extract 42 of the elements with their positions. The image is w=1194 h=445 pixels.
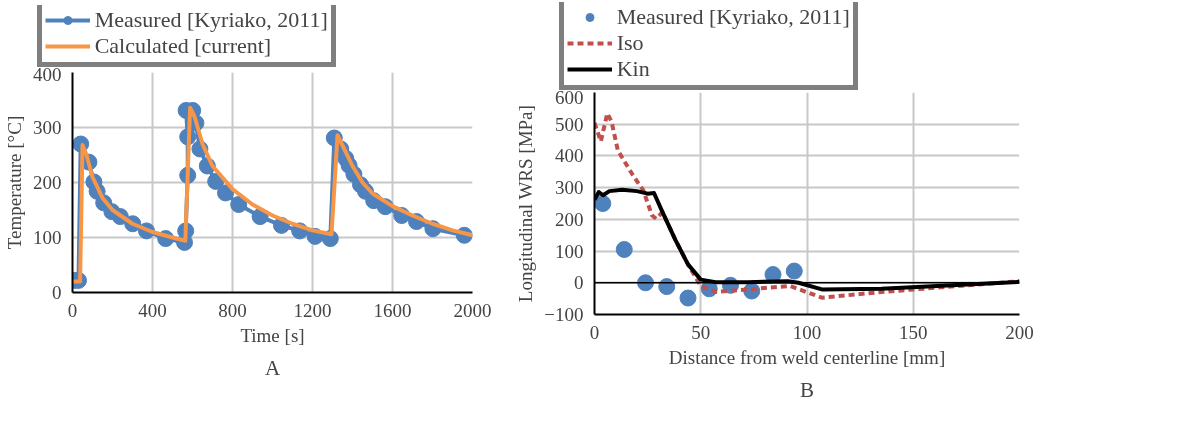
legend-label: Measured [Kyriako, 2011] [616,4,850,30]
y-tick-label: 200 [33,172,62,193]
x-tick-label: 0 [67,299,78,321]
x-tick-label: 50 [691,321,711,343]
point [679,289,697,307]
y-tick-label: 300 [555,177,584,199]
x-tick-label: 2000 [453,299,492,321]
y-axis-title: Temperature [°C] [4,115,25,250]
y-tick-label: 0 [574,272,584,294]
legend-label: Kin [616,56,650,82]
legend-label: Iso [616,30,644,56]
text: B [800,377,815,402]
x-tick-label: 200 [1005,321,1034,343]
y-tick-label: 600 [555,86,584,108]
x-tick-label: 0 [589,321,600,343]
line-series [594,111,1020,300]
y-tick-label: 200 [555,208,584,230]
y-tick-label: 300 [33,117,62,138]
y-tick-label: 100 [33,227,62,248]
x-axis-title: Time [s] [240,324,305,346]
point [217,184,234,202]
x-tick-label: 150 [899,321,928,343]
x-tick-label: 1200 [293,299,332,321]
y-tick-label: 400 [33,63,62,85]
point [594,195,612,212]
x-tick-label: 1600 [373,299,412,321]
y-tick-label: −100 [544,304,584,325]
point [230,196,248,213]
y-tick-label: 0 [52,282,62,303]
text: A [264,355,281,380]
y-axis-title: Longitudinal WRS [MPa] [515,105,537,303]
x-tick-label: 400 [138,299,167,321]
x-tick-label: 800 [218,299,247,321]
y-tick-label: 400 [555,145,584,167]
legend-label: Calculated [current] [94,33,272,59]
point [615,241,633,258]
x-tick-label: 100 [792,321,822,343]
x-axis-title: Distance from weld centerline [mm] [668,346,946,368]
legend-label: Measured [Kyriako, 2011] [94,7,328,33]
y-tick-label: 500 [555,113,584,135]
y-tick-label: 100 [555,240,584,262]
point [785,262,803,280]
